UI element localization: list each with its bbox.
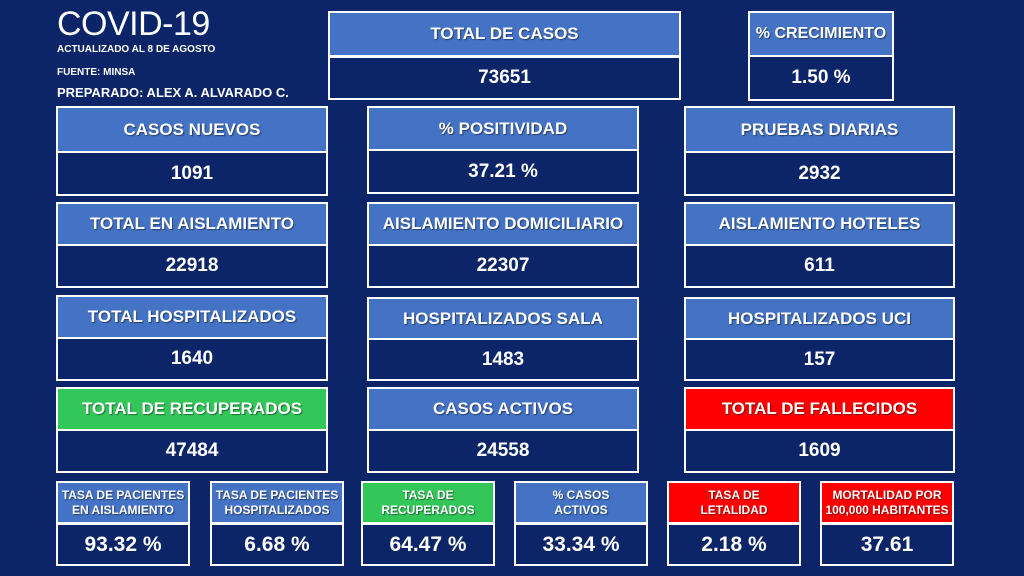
mortalidad-label-line2: 100,000 HABITANTES [825, 502, 949, 517]
total-hospitalizados-label: TOTAL HOSPITALIZADOS [56, 295, 328, 339]
mortalidad-card: MORTALIDAD POR 100,000 HABITANTES 37.61 [820, 481, 954, 566]
tasa-aislamiento-label: TASA DE PACIENTES EN AISLAMIENTO [56, 481, 190, 524]
positividad-label: % POSITIVIDAD [367, 106, 639, 151]
tasa-hospitalizados-value: 6.68 % [210, 523, 344, 566]
mortalidad-label: MORTALIDAD POR 100,000 HABITANTES [820, 481, 954, 524]
casos-activos-label: CASOS ACTIVOS [367, 387, 639, 431]
tasa-aislamiento-card: TASA DE PACIENTES EN AISLAMIENTO 93.32 % [56, 481, 190, 566]
tasa-hospitalizados-card: TASA DE PACIENTES HOSPITALIZADOS 6.68 % [210, 481, 344, 566]
casos-activos-card: CASOS ACTIVOS 24558 [367, 387, 639, 473]
total-recuperados-label: TOTAL DE RECUPERADOS [56, 387, 328, 431]
total-casos-value: 73651 [328, 56, 681, 100]
aislamiento-hoteles-label: AISLAMIENTO HOTELES [684, 202, 955, 246]
tasa-hospitalizados-label-line1: TASA DE PACIENTES [215, 487, 339, 502]
tasa-aislamiento-label-line2: EN AISLAMIENTO [71, 502, 174, 517]
tasa-recuperados-label: TASA DE RECUPERADOS [361, 481, 495, 524]
tasa-letalidad-label-line1: TASA DE [708, 487, 760, 502]
casos-activos-rate-label: % CASOS ACTIVOS [514, 481, 648, 524]
pruebas-diarias-card: PRUEBAS DIARIAS 2932 [684, 106, 955, 196]
casos-activos-rate-card: % CASOS ACTIVOS 33.34 % [514, 481, 648, 566]
crecimiento-label: % CRECIMIENTO [748, 11, 894, 57]
aislamiento-domiciliario-label: AISLAMIENTO DOMICILIARIO [367, 202, 639, 246]
hospitalizados-sala-label: HOSPITALIZADOS SALA [367, 297, 639, 340]
total-casos-card: TOTAL DE CASOS 73651 [328, 11, 681, 100]
tasa-aislamiento-value: 93.32 % [56, 523, 190, 566]
tasa-letalidad-label: TASA DE LETALIDAD [667, 481, 801, 524]
hospitalizados-uci-card: HOSPITALIZADOS UCI 157 [684, 297, 955, 381]
casos-activos-rate-value: 33.34 % [514, 523, 648, 566]
updated-date: ACTUALIZADO AL 8 DE AGOSTO [57, 44, 216, 55]
tasa-recuperados-value: 64.47 % [361, 523, 495, 566]
casos-nuevos-card: CASOS NUEVOS 1091 [56, 106, 328, 196]
total-casos-label: TOTAL DE CASOS [328, 11, 681, 57]
tasa-letalidad-label-line2: LETALIDAD [700, 502, 768, 517]
total-fallecidos-label: TOTAL DE FALLECIDOS [684, 387, 955, 431]
prepared-by: PREPARADO: ALEX A. ALVARADO C. [57, 85, 289, 100]
tasa-aislamiento-label-line1: TASA DE PACIENTES [61, 487, 185, 502]
casos-nuevos-value: 1091 [56, 151, 328, 196]
mortalidad-label-line1: MORTALIDAD POR [832, 487, 942, 502]
total-aislamiento-value: 22918 [56, 244, 328, 288]
tasa-hospitalizados-label: TASA DE PACIENTES HOSPITALIZADOS [210, 481, 344, 524]
aislamiento-hoteles-card: AISLAMIENTO HOTELES 611 [684, 202, 955, 288]
total-recuperados-card: TOTAL DE RECUPERADOS 47484 [56, 387, 328, 473]
hospitalizados-uci-value: 157 [684, 338, 955, 381]
dashboard-title: COVID-19 [57, 5, 210, 43]
positividad-value: 37.21 % [367, 149, 639, 194]
positividad-card: % POSITIVIDAD 37.21 % [367, 106, 639, 194]
crecimiento-card: % CRECIMIENTO 1.50 % [748, 11, 894, 101]
tasa-recuperados-label-line2: RECUPERADOS [381, 502, 475, 517]
casos-activos-rate-label-line2: ACTIVOS [554, 502, 608, 517]
hospitalizados-uci-label: HOSPITALIZADOS UCI [684, 297, 955, 340]
tasa-recuperados-card: TASA DE RECUPERADOS 64.47 % [361, 481, 495, 566]
pruebas-diarias-value: 2932 [684, 151, 955, 196]
mortalidad-value: 37.61 [820, 523, 954, 566]
total-aislamiento-label: TOTAL EN AISLAMIENTO [56, 202, 328, 246]
tasa-recuperados-label-line1: TASA DE [402, 487, 454, 502]
tasa-letalidad-value: 2.18 % [667, 523, 801, 566]
hospitalizados-sala-value: 1483 [367, 338, 639, 381]
total-recuperados-value: 47484 [56, 429, 328, 473]
total-hospitalizados-card: TOTAL HOSPITALIZADOS 1640 [56, 295, 328, 381]
casos-activos-value: 24558 [367, 429, 639, 473]
aislamiento-hoteles-value: 611 [684, 244, 955, 288]
casos-activos-rate-label-line1: % CASOS [552, 487, 610, 502]
aislamiento-domiciliario-card: AISLAMIENTO DOMICILIARIO 22307 [367, 202, 639, 288]
crecimiento-value: 1.50 % [748, 55, 894, 101]
total-hospitalizados-value: 1640 [56, 337, 328, 381]
pruebas-diarias-label: PRUEBAS DIARIAS [684, 106, 955, 153]
hospitalizados-sala-card: HOSPITALIZADOS SALA 1483 [367, 297, 639, 381]
tasa-letalidad-card: TASA DE LETALIDAD 2.18 % [667, 481, 801, 566]
data-source: FUENTE: MINSA [57, 67, 136, 78]
casos-nuevos-label: CASOS NUEVOS [56, 106, 328, 153]
total-aislamiento-card: TOTAL EN AISLAMIENTO 22918 [56, 202, 328, 288]
aislamiento-domiciliario-value: 22307 [367, 244, 639, 288]
total-fallecidos-card: TOTAL DE FALLECIDOS 1609 [684, 387, 955, 473]
tasa-hospitalizados-label-line2: HOSPITALIZADOS [224, 502, 330, 517]
total-fallecidos-value: 1609 [684, 429, 955, 473]
